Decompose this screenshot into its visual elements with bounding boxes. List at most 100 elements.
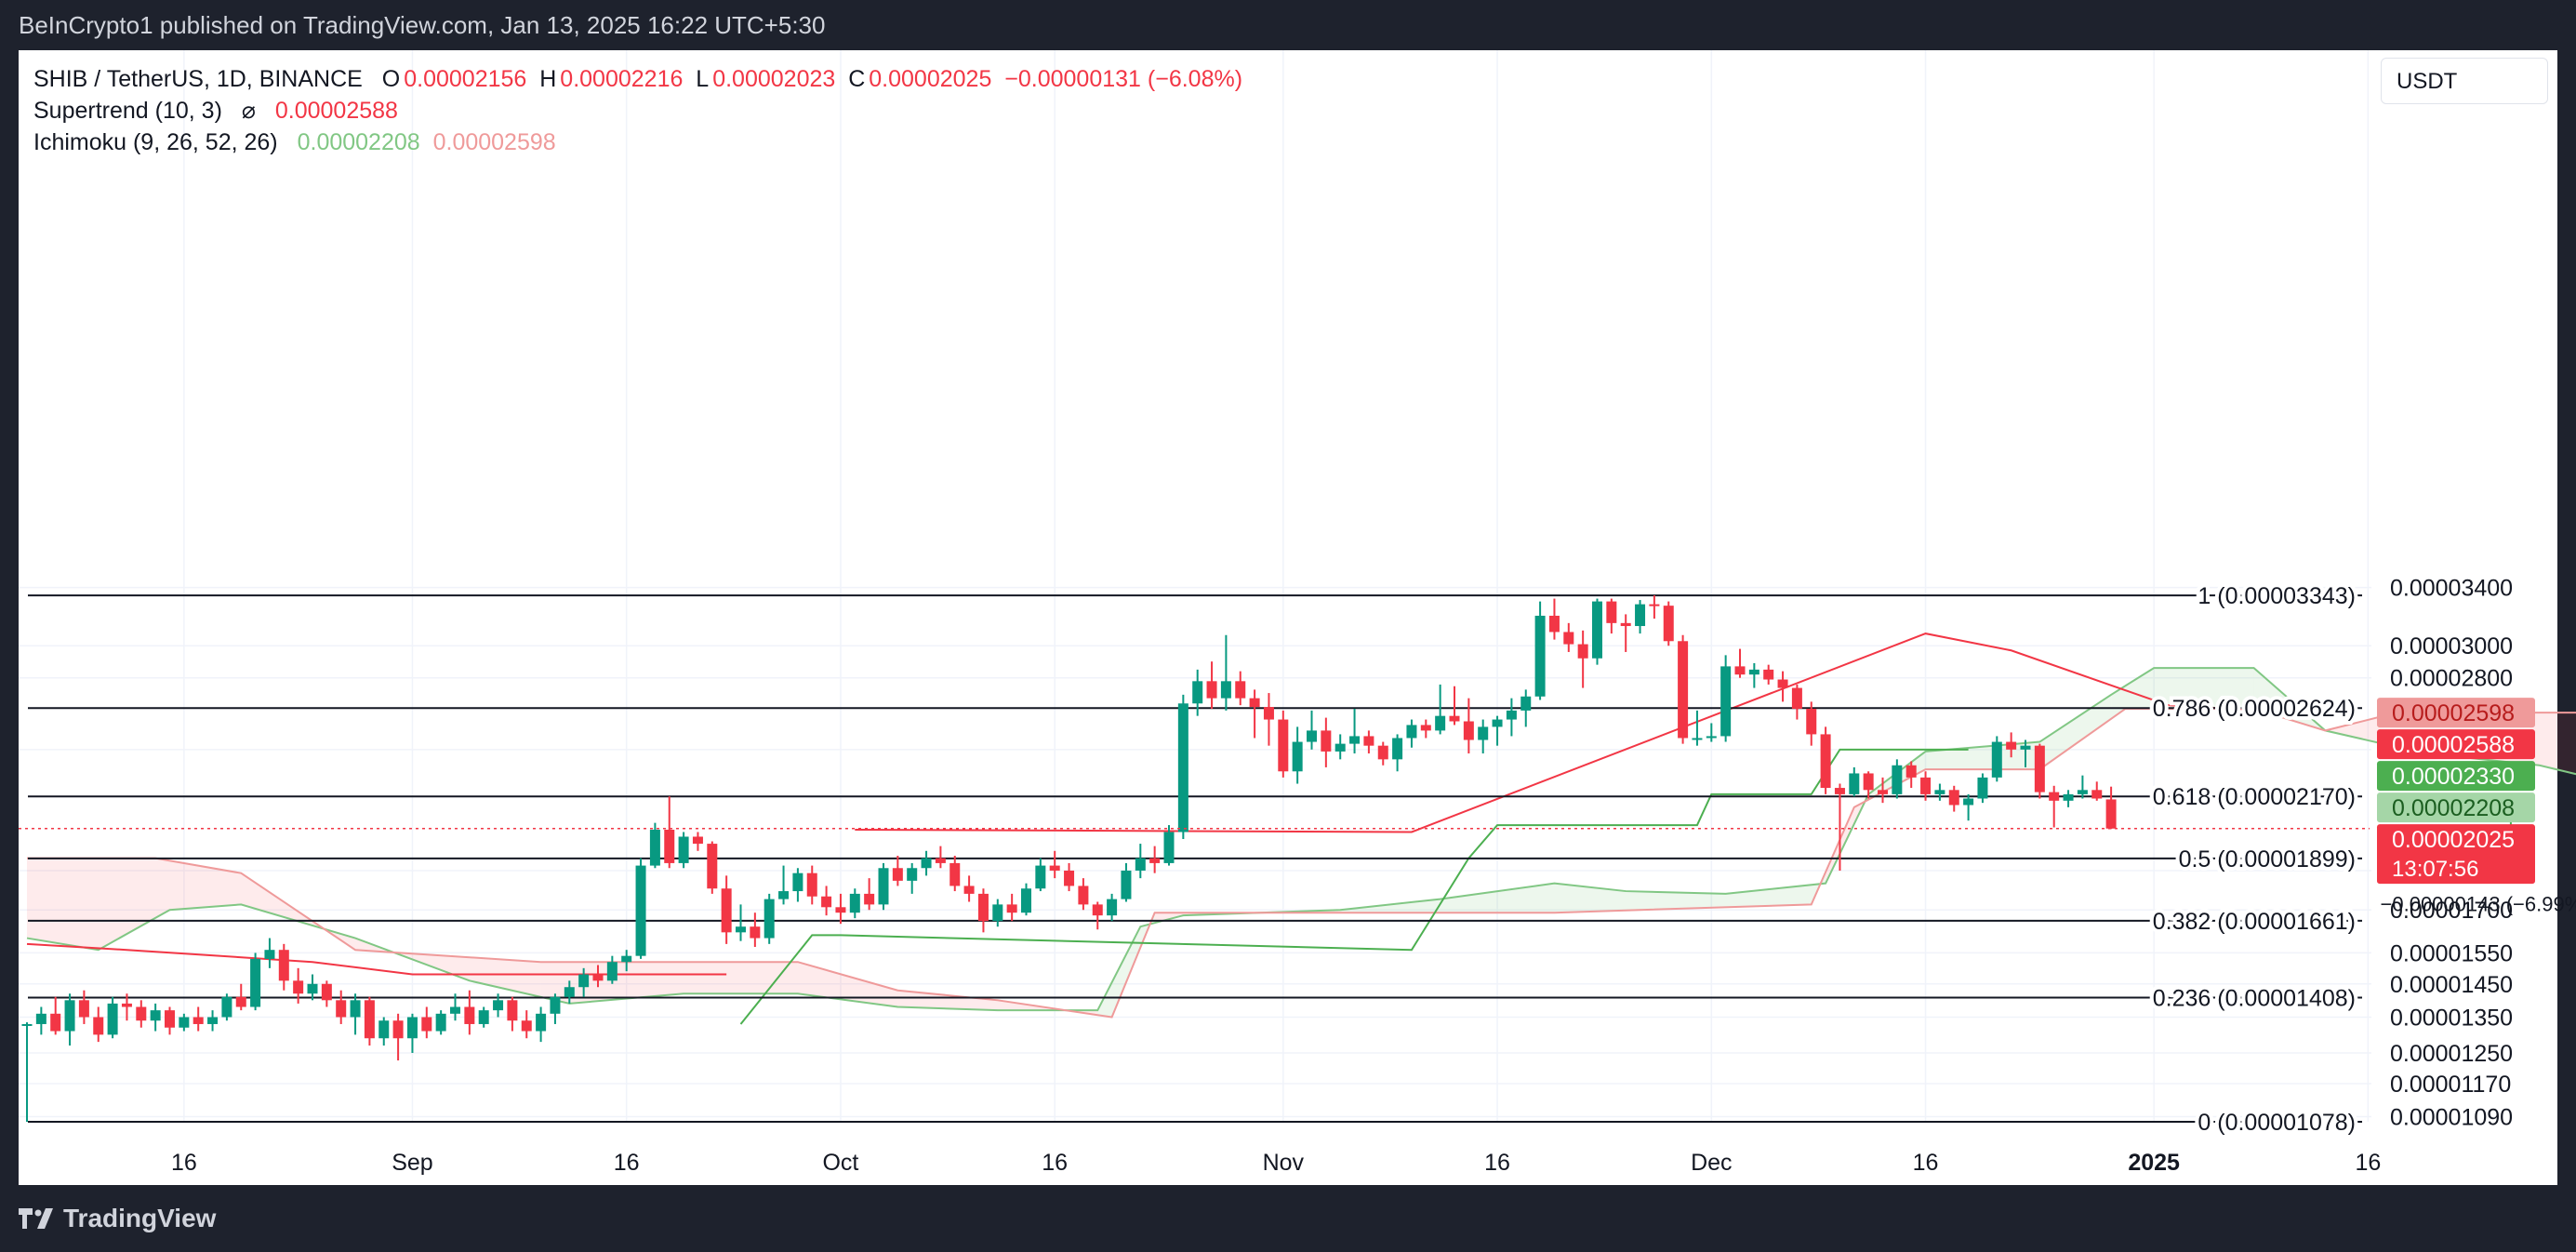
y-tick-label: 0.00001250 <box>2390 1041 2513 1067</box>
cloud-segment <box>897 990 998 1011</box>
candle <box>307 974 318 1001</box>
candle <box>1520 689 1532 727</box>
cloud-segment <box>1140 912 1155 948</box>
candle <box>1706 723 1717 742</box>
candle-body <box>664 830 675 863</box>
candle-body <box>1620 622 1631 627</box>
candle-body <box>21 1023 33 1026</box>
cloud-segment <box>1440 883 1555 913</box>
cloud-segment <box>1811 872 1826 905</box>
candle <box>2105 786 2117 830</box>
candle-body <box>1435 715 1446 731</box>
high-value: 0.00002216 <box>560 66 684 92</box>
cloud-segment <box>540 962 570 1004</box>
candle-body <box>821 896 832 908</box>
candle <box>721 875 732 944</box>
candle <box>1420 719 1431 739</box>
candle <box>750 912 761 948</box>
candle <box>1678 634 1689 744</box>
supertrend-label[interactable]: Supertrend (10, 3) <box>33 98 222 124</box>
candle <box>1991 736 2002 782</box>
cloud-segment <box>169 860 242 911</box>
y-tick-label: 0.00001350 <box>2390 1006 2513 1032</box>
price-tag-countdown: 13:07:56 <box>2392 857 2478 882</box>
candle-body <box>907 868 918 881</box>
candle <box>1021 883 1031 916</box>
candle-body <box>1377 745 1388 760</box>
candle <box>1177 694 1188 840</box>
candle <box>578 967 590 997</box>
candle-body <box>1577 644 1588 659</box>
candle <box>1363 730 1374 754</box>
candle-body <box>378 1020 390 1039</box>
candle-body <box>121 1003 132 1007</box>
price-tag-bg <box>2377 792 2535 823</box>
candle <box>1192 669 1203 716</box>
candle <box>1321 717 1332 767</box>
cloud-segment <box>1626 891 1726 911</box>
currency-selector[interactable]: USDT <box>2381 58 2548 104</box>
cloud-segment <box>2125 668 2155 709</box>
candle-body <box>1192 681 1203 704</box>
candle <box>107 996 118 1039</box>
symbol-label[interactable]: SHIB / TetherUS, 1D, BINANCE <box>33 66 363 92</box>
candle <box>1834 783 1845 871</box>
fib-label: 0 (0.00001078) <box>2198 1110 2356 1136</box>
candle <box>64 993 75 1046</box>
x-tick-label: 16 <box>1484 1150 1510 1176</box>
candle-body <box>935 858 946 863</box>
candle <box>564 980 575 1004</box>
candle <box>1235 671 1246 706</box>
candle <box>1307 710 1317 750</box>
candle-body <box>293 980 304 994</box>
candle <box>550 993 561 1024</box>
candle-body <box>364 1000 375 1039</box>
candle-body <box>1392 738 1403 760</box>
candle <box>606 955 617 984</box>
candle-body <box>250 958 261 1007</box>
candle-body <box>649 830 660 866</box>
candle-body <box>2105 799 2117 829</box>
candle-body <box>136 1006 147 1021</box>
chart-panel[interactable] <box>19 50 2557 1185</box>
candle-body <box>2020 745 2031 750</box>
candle <box>1049 850 1060 879</box>
candle <box>1777 671 1788 702</box>
candle <box>1806 701 1817 746</box>
candle <box>1892 759 1903 799</box>
candle-body <box>592 974 604 981</box>
candle-body <box>1078 886 1089 905</box>
price-tag-value: 0.00002598 <box>2392 700 2515 726</box>
ichimoku-span-b-value: 0.00002598 <box>432 129 556 155</box>
x-tick-label: 16 <box>1042 1150 1068 1176</box>
candle-body <box>1663 606 1674 642</box>
candle-body <box>1149 858 1161 863</box>
tradingview-brand[interactable]: TradingView <box>19 1200 216 1237</box>
candle <box>2049 785 2060 828</box>
hidden-eye-icon[interactable]: ⌀ <box>241 98 256 124</box>
candle <box>1406 719 1417 748</box>
candle <box>1449 686 1460 726</box>
legend-ohlc-row: SHIB / TetherUS, 1D, BINANCE O 0.00002156… <box>33 63 1242 95</box>
candle <box>406 1013 418 1053</box>
ichimoku-label[interactable]: Ichimoku (9, 26, 52, 26) <box>33 129 278 155</box>
candle-body <box>1892 765 1903 794</box>
candle-body <box>750 926 761 939</box>
candle-body <box>1321 730 1332 752</box>
candle-body <box>64 1000 75 1032</box>
fib-label: 0.236 (0.00001408) <box>2153 985 2356 1011</box>
candle-body <box>1649 604 1660 606</box>
candle-body <box>806 872 817 897</box>
candle-body <box>721 888 732 933</box>
candle-body <box>921 858 932 869</box>
candle <box>1334 734 1346 760</box>
candle-body <box>1449 715 1460 722</box>
supertrend-down-line <box>26 942 727 976</box>
price-tag: 0.00002208 <box>2377 792 2535 823</box>
candle <box>1763 664 1774 685</box>
candle <box>1849 766 1860 797</box>
candle <box>207 1010 219 1032</box>
legend-ichimoku-row: Ichimoku (9, 26, 52, 26) 0.00002208 0.00… <box>33 127 1242 158</box>
candle-body <box>1806 708 1817 735</box>
